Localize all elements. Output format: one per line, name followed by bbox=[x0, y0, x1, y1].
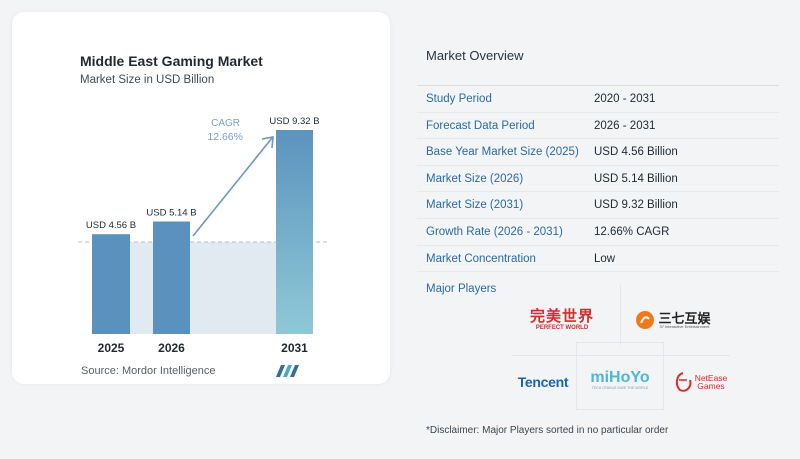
37-interactive-cn-text: 三七互娱 bbox=[658, 310, 711, 326]
37-interactive-logo-icon bbox=[636, 311, 655, 329]
perfect-world-cn-text: 完美世界 bbox=[529, 308, 594, 325]
x-tick-label: 2026 bbox=[158, 341, 185, 355]
overview-row: Base Year Market Size (2025) USD 4.56 Bil… bbox=[417, 138, 779, 165]
growth-band bbox=[128, 242, 276, 334]
player-perfect-world: 完美世界 PERFECT WORLD bbox=[526, 305, 598, 335]
overview-row: Forecast Data Period 2026 - 2031 bbox=[417, 111, 779, 139]
tencent-text: Tencent bbox=[517, 374, 569, 390]
overview-row-value: 2020 - 2031 bbox=[594, 93, 656, 105]
player-mihoyo: miHoYo TECH OTAKUS SAVE THE WORLD bbox=[580, 364, 660, 396]
overview-row: Market Concentration Low bbox=[417, 244, 779, 272]
source-note: Source: Mordor Intelligence bbox=[81, 365, 216, 377]
overview-row-label: Study Period bbox=[426, 93, 492, 105]
chart-subtitle: Market Size in USD Billion bbox=[80, 74, 215, 86]
overview-row: Market Size (2031) USD 9.32 Billion bbox=[417, 191, 779, 218]
cagr-label: CAGR bbox=[211, 118, 240, 129]
overview-row-label: Base Year Market Size (2025) bbox=[426, 146, 579, 159]
overview-row: Study Period 2020 - 2031 bbox=[417, 85, 779, 112]
netease-logo-icon bbox=[675, 372, 692, 392]
overview-row-label: Forecast Data Period bbox=[426, 119, 535, 132]
disclaimer: *Disclaimer: Major Players sorted in no … bbox=[426, 425, 669, 436]
overview-row-value: USD 4.56 Billion bbox=[594, 146, 678, 159]
bar-chart: USD 4.56 B USD 5.14 B USD 9.32 B 2025 2026 2… bbox=[78, 116, 330, 355]
market-overview-title: Market Overview bbox=[426, 48, 524, 63]
bar-value-label: USD 4.56 B bbox=[86, 220, 136, 231]
bar-2031 bbox=[276, 130, 313, 334]
chart-title: Middle East Gaming Market bbox=[80, 53, 263, 69]
cagr-arrow bbox=[192, 137, 273, 237]
overview-row-value: 2026 - 2031 bbox=[594, 119, 656, 132]
overview-row-label: Market Concentration bbox=[426, 252, 536, 265]
overview-row-label: Market Size (2031) bbox=[426, 199, 524, 212]
mihoyo-tagline: TECH OTAKUS SAVE THE WORLD bbox=[591, 385, 649, 390]
player-tencent: Tencent bbox=[512, 370, 574, 394]
overview-row-value: USD 5.14 Billion bbox=[594, 172, 678, 185]
overview-row-value: 12.66% CAGR bbox=[594, 226, 670, 238]
players-grid-hline bbox=[512, 355, 730, 356]
bar-2025 bbox=[92, 234, 130, 334]
netease-text: NetEase bbox=[694, 372, 728, 383]
37-interactive-en-text: 37 Interactive Entertainment bbox=[659, 323, 710, 329]
overview-row-label: Growth Rate (2026 - 2031) bbox=[426, 226, 563, 238]
overview-row-label: Market Size (2026) bbox=[426, 172, 524, 185]
bar-value-label: USD 5.14 B bbox=[146, 207, 196, 218]
x-tick-label: 2025 bbox=[98, 341, 125, 355]
overview-row: Growth Rate (2026 - 2031) 12.66% CAGR bbox=[417, 218, 779, 245]
bar-2026 bbox=[153, 221, 190, 334]
netease-games-text: Games bbox=[697, 381, 725, 391]
overview-bottom-divider bbox=[417, 271, 779, 272]
bar-value-label: USD 9.32 B bbox=[269, 116, 319, 127]
overview-row: Market Size (2026) USD 5.14 Billion bbox=[417, 164, 779, 192]
overview-row-value: USD 9.32 Billion bbox=[594, 199, 678, 212]
cagr-arrow-head bbox=[261, 136, 274, 149]
mihoyo-text: miHoYo bbox=[590, 368, 650, 386]
overview-row-value: Low bbox=[594, 252, 616, 265]
mordor-logo-icon bbox=[276, 365, 299, 377]
perfect-world-en-text: PERFECT WORLD bbox=[535, 325, 589, 331]
player-37-interactive: 三七互娱 37 Interactive Entertainment bbox=[628, 305, 718, 335]
major-players-title: Major Players bbox=[426, 283, 497, 295]
player-netease: NetEase Games bbox=[665, 368, 735, 396]
cagr-value: 12.66% bbox=[207, 131, 243, 143]
players-grid-box bbox=[576, 342, 664, 410]
x-tick-label: 2031 bbox=[281, 341, 308, 355]
players-grid-vline bbox=[620, 285, 621, 345]
